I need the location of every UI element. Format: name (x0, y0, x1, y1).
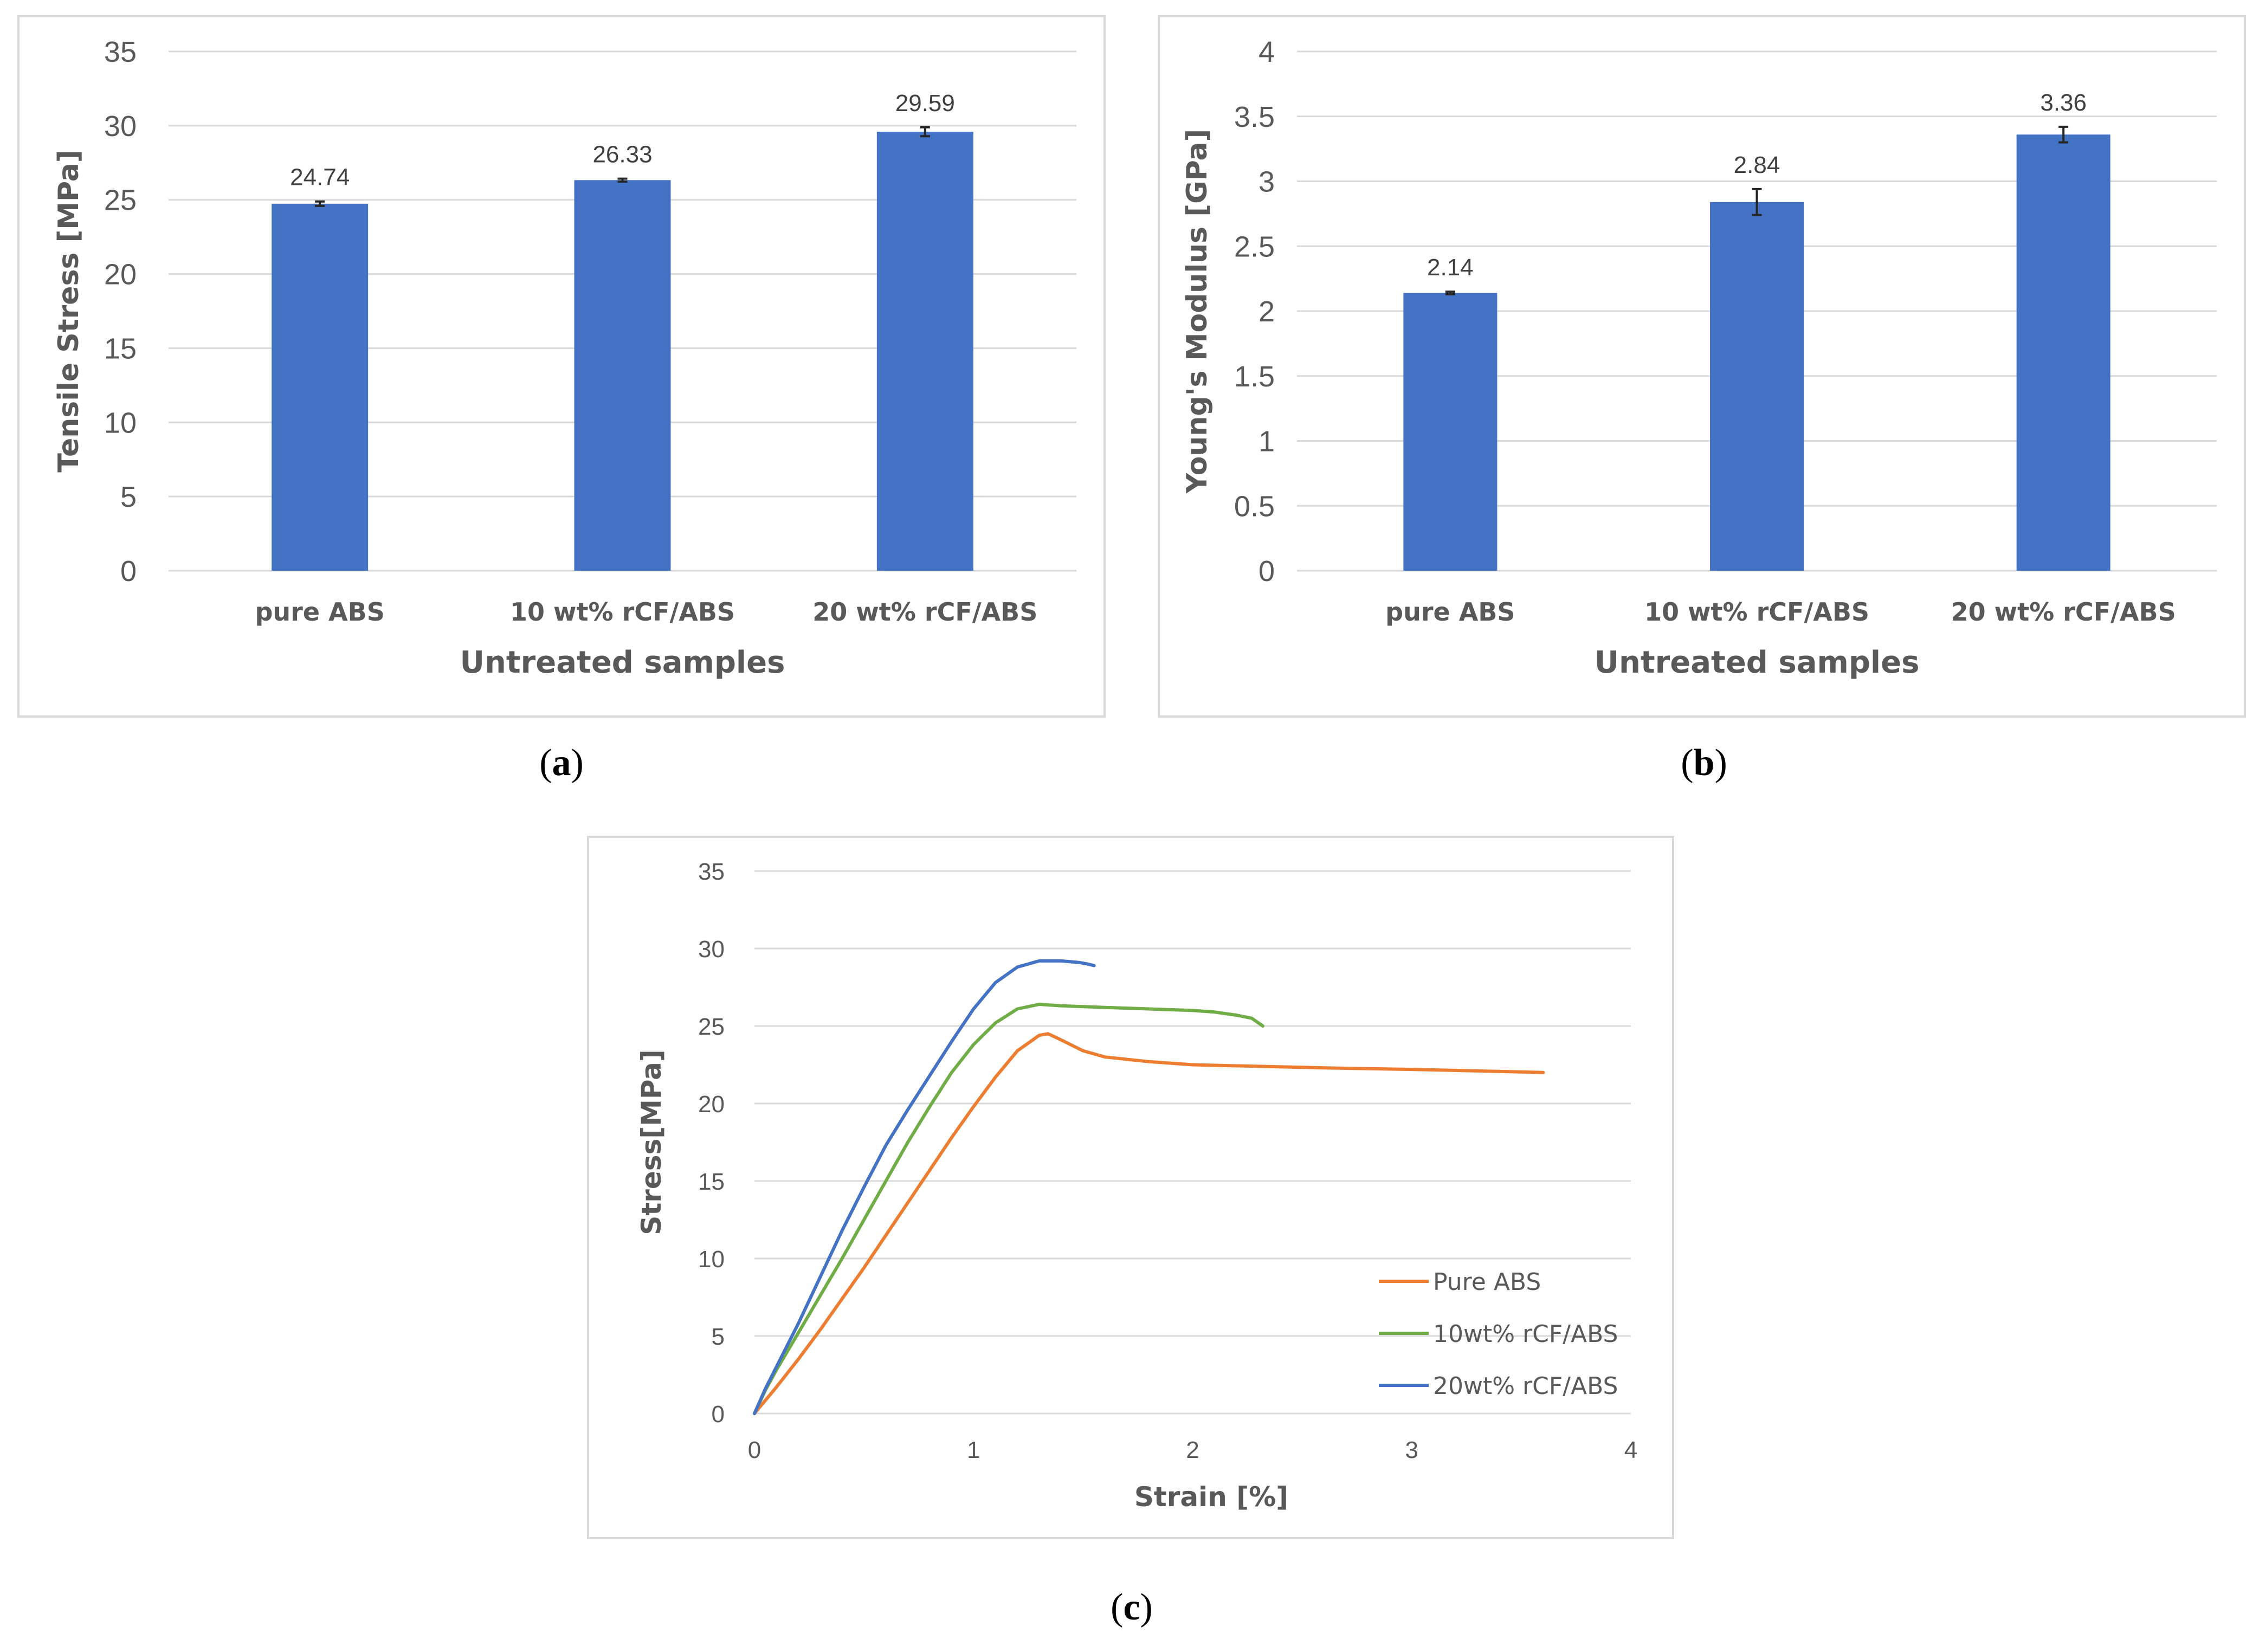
y-tick-label: 0 (120, 555, 137, 588)
stress-strain-line-chart: 0 5 10 15 20 25 30 35 0 1 2 3 4 Pure ABS 10wt% rCF/ABS… (636, 859, 1637, 1513)
y-axis-title: Tensile Stress [MPa] (53, 150, 85, 472)
y-tick-label: 4 (1258, 36, 1275, 68)
bar (574, 180, 671, 571)
y-tick-label: 25 (698, 1014, 725, 1040)
x-tick-label: 2 (1186, 1437, 1199, 1463)
y-tick-label: 15 (698, 1169, 725, 1195)
y-tick-label: 10 (104, 406, 137, 439)
category-label: 20 wt% rCF/ABS (812, 597, 1037, 627)
y-tick-label: 5 (712, 1324, 725, 1350)
category-label: pure ABS (1385, 597, 1515, 627)
data-label: 2.84 (1734, 152, 1780, 178)
y-tick-label: 35 (104, 36, 137, 68)
data-label: 29.59 (895, 90, 955, 117)
data-label: 26.33 (592, 141, 652, 168)
y-tick-label: 3.5 (1234, 101, 1275, 133)
y-axis-title: Young's Modulus [GPa] (1181, 129, 1214, 494)
sublabel-b-open: ( (1681, 742, 1694, 784)
youngs-modulus-bar-chart: 0 0.5 1 1.5 2 2.5 3 3.5 4 2.14 pure ABS 2.84 10 wt% … (1181, 36, 2217, 680)
bar (876, 132, 973, 571)
category-label: pure ABS (255, 597, 384, 627)
series-line (753, 1003, 1264, 1415)
bar (2016, 134, 2110, 571)
sublabel-c: (c) (1050, 1586, 1213, 1629)
y-tick-label: 10 (698, 1246, 725, 1273)
y-tick-label: 3 (1258, 166, 1275, 198)
x-tick-label: 1 (967, 1437, 980, 1463)
sublabel-b-close: ) (1714, 742, 1727, 784)
bar (272, 203, 369, 571)
y-tick-label: 2 (1258, 295, 1275, 328)
y-tick-label: 20 (698, 1091, 725, 1118)
sublabel-a-open: ( (539, 742, 552, 784)
category-label: 20 wt% rCF/ABS (1951, 597, 2176, 627)
legend-label: 20wt% rCF/ABS (1433, 1372, 1618, 1400)
bar (1403, 293, 1498, 571)
chart-panel-c: 0 5 10 15 20 25 30 35 0 1 2 3 4 Pure ABS 10wt% rCF/ABS… (587, 836, 1674, 1539)
x-tick-label: 3 (1405, 1437, 1418, 1463)
chart-panel-b: 0 0.5 1 1.5 2 2.5 3 3.5 4 2.14 pure ABS 2.84 10 wt% … (1158, 15, 2246, 718)
y-tick-label: 15 (104, 332, 137, 365)
legend-label: 10wt% rCF/ABS (1433, 1320, 1618, 1348)
y-tick-label: 1.5 (1234, 360, 1275, 393)
y-tick-label: 35 (698, 859, 725, 885)
y-axis-title: Stress[MPa] (636, 1049, 667, 1235)
x-axis-title: Strain [%] (1134, 1481, 1288, 1513)
bar (1710, 202, 1804, 571)
x-tick-label: 0 (748, 1437, 761, 1463)
y-tick-label: 30 (698, 936, 725, 963)
category-label: 10 wt% rCF/ABS (510, 597, 735, 627)
y-tick-label: 0 (712, 1401, 725, 1428)
y-tick-label: 20 (104, 259, 137, 291)
y-tick-label: 2.5 (1234, 230, 1275, 263)
x-axis-title: Untreated samples (1595, 645, 1920, 680)
y-tick-label: 0 (1258, 555, 1275, 588)
sublabel-c-close: ) (1140, 1586, 1153, 1628)
sublabel-c-open: ( (1111, 1586, 1124, 1628)
sublabel-c-letter: c (1123, 1586, 1140, 1628)
series-line (753, 1032, 1545, 1415)
sublabel-b: (b) (1623, 741, 1785, 785)
y-tick-label: 0.5 (1234, 490, 1275, 522)
data-label: 24.74 (290, 164, 350, 191)
data-label: 2.14 (1427, 254, 1474, 281)
y-tick-label: 25 (104, 184, 137, 217)
y-tick-label: 5 (120, 481, 137, 513)
sublabel-b-letter: b (1693, 742, 1715, 784)
data-label: 3.36 (2040, 89, 2087, 116)
x-tick-label: 4 (1624, 1437, 1637, 1463)
legend-label: Pure ABS (1433, 1268, 1541, 1296)
series-line (753, 959, 1096, 1415)
x-axis-title: Untreated samples (460, 645, 785, 680)
y-tick-label: 30 (104, 110, 137, 143)
category-label: 10 wt% rCF/ABS (1644, 597, 1869, 627)
sublabel-a-close: ) (571, 742, 584, 784)
tensile-stress-bar-chart: 0 5 10 15 20 25 30 35 24.74 pure ABS 26.33 10 wt% r… (53, 36, 1076, 680)
chart-panel-a: 0 5 10 15 20 25 30 35 24.74 pure ABS 26.33 10 wt% r… (17, 15, 1106, 718)
y-tick-label: 1 (1258, 425, 1275, 458)
sublabel-a-letter: a (552, 742, 571, 784)
sublabel-a: (a) (480, 741, 643, 785)
